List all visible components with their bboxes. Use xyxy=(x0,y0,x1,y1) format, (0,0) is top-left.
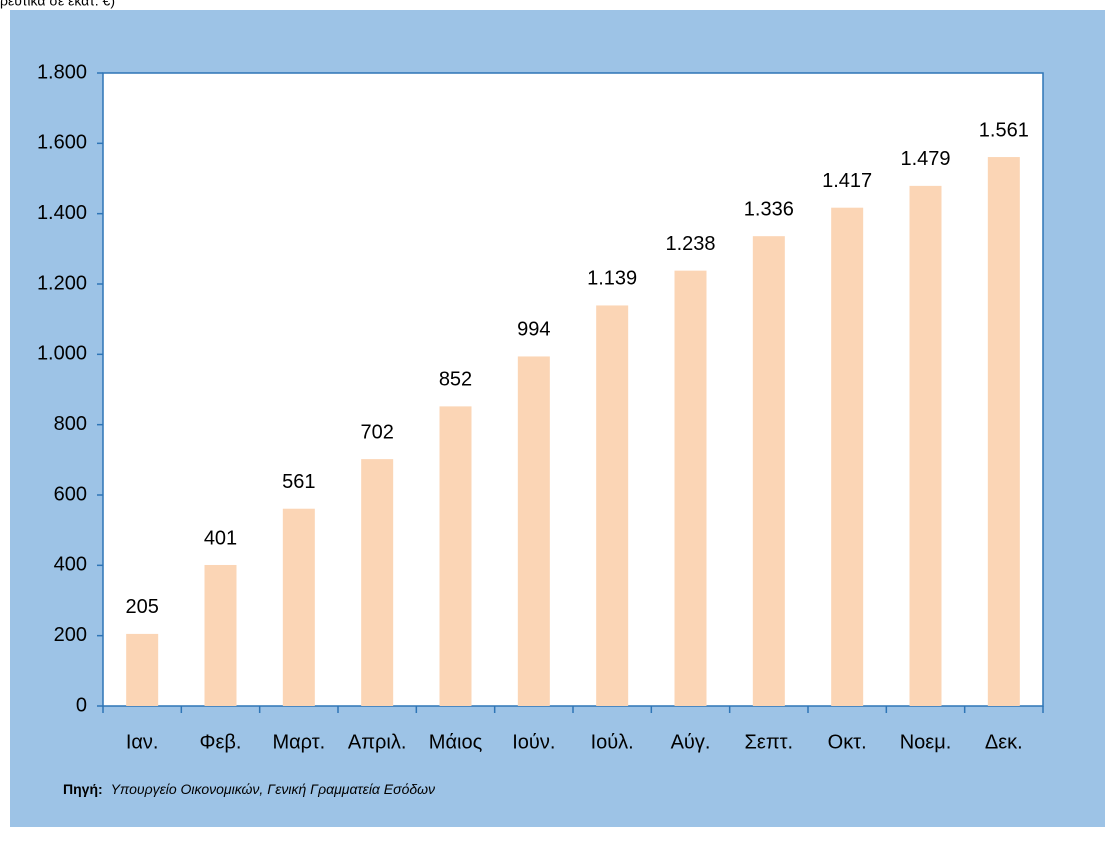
data-label: 852 xyxy=(439,369,472,391)
y-tick-label: 1.000 xyxy=(37,343,87,365)
bar xyxy=(361,459,394,706)
data-label: 1.336 xyxy=(744,198,794,220)
y-tick-label: 800 xyxy=(54,413,87,435)
bar xyxy=(126,633,159,706)
bar xyxy=(831,207,864,706)
bar xyxy=(204,564,237,706)
x-tick-label: Ιούν. xyxy=(512,731,555,753)
x-tick-label: Σεπτ. xyxy=(745,731,794,753)
caption: ρευτικά σε εκατ. €) xyxy=(0,0,115,9)
y-tick-label: 1.400 xyxy=(37,202,87,224)
source: Πηγή: Υπουργείο Οικονομικών, Γενική Γραμ… xyxy=(63,781,435,797)
data-label: 702 xyxy=(360,421,393,443)
bar xyxy=(752,236,785,706)
x-tick-label: Αύγ. xyxy=(671,731,711,753)
data-label: 1.238 xyxy=(665,233,715,255)
bar xyxy=(596,305,629,706)
x-tick-label: Μαρτ. xyxy=(272,731,325,753)
x-tick-label: Φεβ. xyxy=(200,731,242,753)
source-text: Υπουργείο Οικονομικών, Γενική Γραμματεία… xyxy=(111,781,436,797)
data-label: 1.417 xyxy=(822,170,872,192)
data-label: 994 xyxy=(517,319,550,341)
x-tick-label: Οκτ. xyxy=(828,731,867,753)
y-tick-label: 400 xyxy=(54,554,87,576)
data-label: 401 xyxy=(204,527,237,549)
data-label: 561 xyxy=(282,471,315,493)
y-tick-label: 1.600 xyxy=(37,132,87,154)
x-tick-label: Ιαν. xyxy=(126,731,159,753)
y-tick-label: 600 xyxy=(54,483,87,505)
y-tick-label: 1.200 xyxy=(37,272,87,294)
data-label: 205 xyxy=(125,596,158,618)
x-tick-label: Νοεμ. xyxy=(900,731,952,753)
bar xyxy=(909,185,942,706)
x-tick-label: Δεκ. xyxy=(985,731,1023,753)
x-tick-label: Μάιος xyxy=(429,731,483,753)
data-label: 1.479 xyxy=(900,148,950,170)
y-tick-label: 1.800 xyxy=(37,61,87,83)
data-label: 1.139 xyxy=(587,268,637,290)
source-label: Πηγή: xyxy=(63,781,103,797)
x-tick-label: Απριλ. xyxy=(348,731,407,753)
data-label: 1.561 xyxy=(979,119,1029,141)
bar xyxy=(987,157,1020,706)
x-tick-label: Ιούλ. xyxy=(591,731,634,753)
plot-area xyxy=(102,72,1044,707)
y-tick-label: 200 xyxy=(54,624,87,646)
bar xyxy=(517,356,550,706)
bar xyxy=(439,406,472,706)
bar xyxy=(282,508,315,706)
y-tick-label: 0 xyxy=(76,694,87,716)
bar xyxy=(674,270,707,706)
